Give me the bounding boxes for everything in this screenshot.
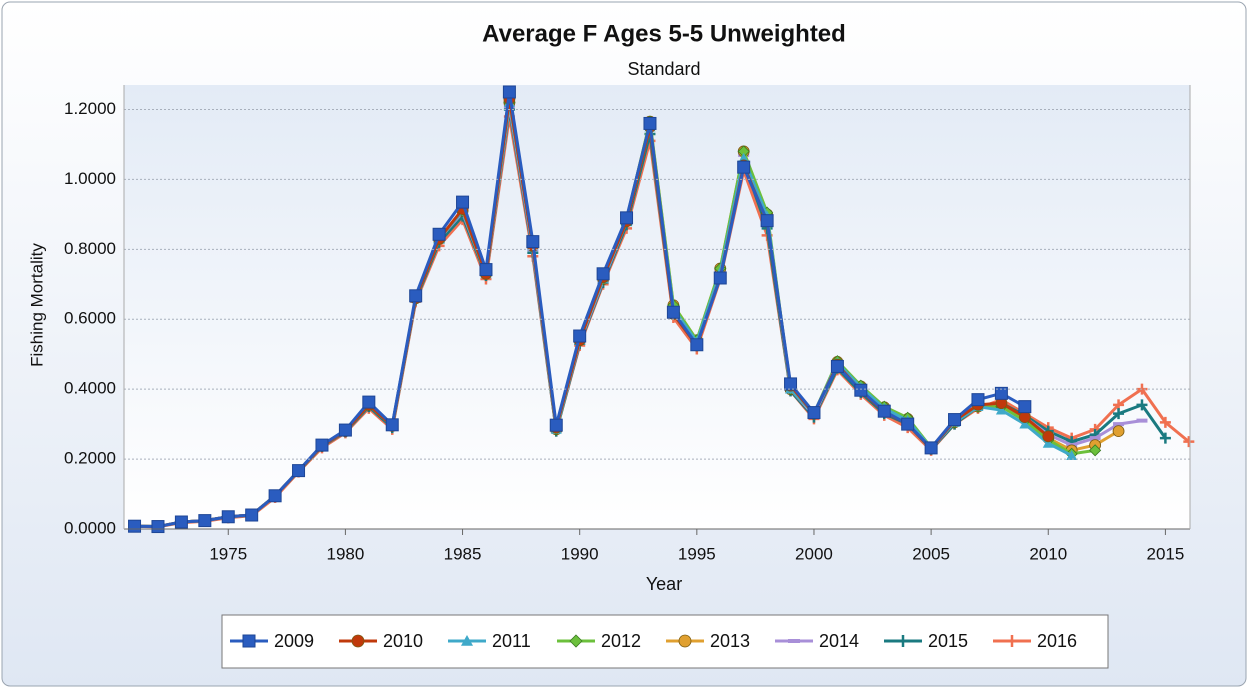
x-tick-label: 2010 [1029, 544, 1067, 563]
marker [1159, 432, 1171, 444]
marker [1112, 425, 1125, 438]
legend-label: 2014 [819, 631, 859, 651]
marker [1018, 400, 1032, 414]
marker [713, 271, 727, 285]
marker [385, 418, 399, 432]
marker [995, 404, 1007, 415]
y-tick-label: 1.0000 [64, 169, 116, 188]
marker [807, 406, 821, 420]
marker [569, 634, 583, 648]
marker [1089, 436, 1101, 441]
marker [643, 116, 657, 130]
legend-label: 2011 [492, 631, 531, 651]
marker [788, 639, 800, 643]
marker [351, 634, 365, 648]
marker [901, 417, 915, 431]
y-tick-label: 0.0000 [64, 518, 116, 537]
marker [596, 267, 610, 281]
marker [242, 634, 256, 648]
marker [854, 383, 868, 397]
marker [151, 520, 165, 534]
marker [784, 377, 798, 391]
marker [338, 423, 352, 437]
y-tick-label: 1.2000 [64, 99, 116, 118]
marker [198, 514, 212, 528]
marker [1136, 418, 1148, 423]
x-tick-label: 2005 [912, 544, 950, 563]
x-tick-label: 1990 [561, 544, 599, 563]
x-tick-label: 2015 [1146, 544, 1184, 563]
marker [1089, 444, 1102, 457]
plot-area [124, 85, 1190, 529]
marker [737, 160, 751, 174]
marker [409, 289, 423, 303]
y-tick-label: 0.4000 [64, 379, 116, 398]
marker [620, 211, 634, 225]
legend-label: 2015 [928, 631, 968, 651]
marker [948, 413, 962, 427]
plot [128, 85, 1195, 534]
marker [1159, 416, 1171, 428]
marker [573, 329, 587, 343]
marker [1042, 437, 1054, 448]
marker [128, 519, 142, 533]
x-tick-label: 1975 [209, 544, 247, 563]
marker [1113, 408, 1125, 420]
marker [760, 214, 774, 228]
marker [362, 395, 376, 409]
x-axis-label: Year [646, 574, 682, 594]
legend-label: 2009 [274, 631, 314, 651]
y-tick-label: 0.2000 [64, 449, 116, 468]
x-tick-label: 1980 [326, 544, 364, 563]
marker [479, 263, 493, 277]
marker [1136, 399, 1148, 411]
marker [526, 235, 540, 249]
chart-title: Average F Ages 5-5 Unweighted [482, 20, 846, 47]
marker [877, 404, 891, 418]
marker [1019, 418, 1031, 429]
x-tick-label: 2000 [795, 544, 833, 563]
marker [432, 227, 446, 241]
marker [1113, 422, 1125, 427]
marker [666, 305, 680, 319]
marker [1042, 430, 1055, 443]
legend-label: 2010 [383, 631, 423, 651]
y-axis-label: Fishing Mortality [27, 243, 46, 367]
marker [897, 635, 909, 647]
chart-subtitle: Standard [627, 59, 700, 79]
marker [678, 634, 692, 648]
marker [1183, 436, 1195, 448]
legend-label: 2016 [1037, 631, 1077, 651]
legend-label: 2013 [710, 631, 750, 651]
legend-label: 2012 [601, 631, 641, 651]
marker [1006, 635, 1018, 647]
marker [292, 464, 306, 478]
marker [1018, 411, 1031, 424]
marker [456, 195, 470, 209]
series [128, 85, 1032, 534]
marker [315, 438, 329, 452]
marker [268, 489, 282, 503]
marker [174, 515, 188, 529]
y-tick-label: 0.6000 [64, 309, 116, 328]
y-tick-label: 0.8000 [64, 239, 116, 258]
marker [461, 635, 473, 646]
marker [245, 508, 259, 522]
marker [690, 338, 704, 352]
marker [1066, 450, 1078, 460]
marker [549, 418, 563, 432]
x-tick-label: 1995 [678, 544, 716, 563]
marker [924, 441, 938, 455]
x-tick-label: 1985 [444, 544, 482, 563]
marker [994, 386, 1008, 400]
marker [971, 393, 985, 407]
marker [502, 85, 516, 99]
marker [221, 510, 235, 524]
marker [830, 359, 844, 373]
